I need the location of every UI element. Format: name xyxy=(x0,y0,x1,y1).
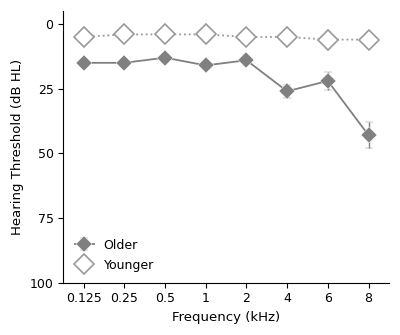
Legend: Older, Younger: Older, Younger xyxy=(70,234,159,277)
Y-axis label: Hearing Threshold (dB HL): Hearing Threshold (dB HL) xyxy=(11,59,24,235)
X-axis label: Frequency (kHz): Frequency (kHz) xyxy=(172,311,280,324)
